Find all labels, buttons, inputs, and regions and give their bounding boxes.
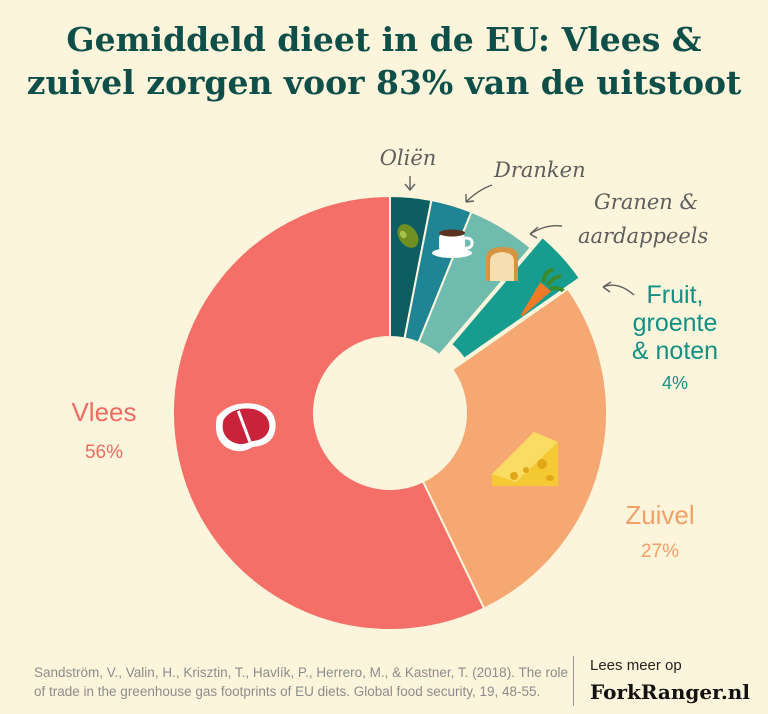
slice-fruit-groente-noten	[449, 235, 582, 361]
label-zuivel-pct: 27%	[641, 541, 679, 562]
cheese-icon	[492, 432, 558, 486]
olive-icon	[397, 224, 419, 248]
label-fruit-line2: groente	[633, 309, 718, 337]
source-citation: Sandström, V., Valin, H., Krisztin, T., …	[34, 663, 574, 701]
label-granen-line1: Granen &	[594, 190, 698, 214]
label-vlees: Vlees	[71, 397, 136, 427]
steak-icon	[215, 403, 276, 452]
label-fruit-line1: Fruit,	[647, 281, 704, 309]
label-granen-line2: aardappeels	[578, 224, 708, 248]
arrow-granen	[529, 224, 563, 239]
carrot-icon	[520, 267, 565, 317]
source-line-1: Sandström, V., Valin, H., Krisztin, T., …	[34, 665, 568, 680]
read-more-text: Lees meer op	[590, 657, 682, 674]
arrow-dranken	[465, 184, 493, 203]
title-line-1: Gemiddeld dieet in de EU: Vlees &	[66, 20, 702, 59]
arrow-olien	[404, 176, 416, 192]
page-title: Gemiddeld dieet in de EU: Vlees & zuivel…	[0, 18, 768, 104]
arrow-fruit	[602, 281, 635, 296]
footer-divider	[573, 656, 574, 706]
coffee-cup-icon	[432, 229, 474, 258]
label-vlees-pct: 56%	[85, 442, 123, 463]
slice-vlees	[172, 194, 486, 631]
label-fruit-line3: & noten	[632, 337, 718, 365]
brand-link[interactable]: ForkRanger.nl	[590, 680, 750, 704]
label-fruit-pct: 4%	[662, 373, 688, 393]
donut-slices	[172, 194, 608, 631]
label-olien: Oliën	[380, 146, 437, 170]
slice-zuivel	[421, 287, 608, 610]
bread-icon	[486, 247, 519, 281]
label-zuivel: Zuivel	[625, 500, 694, 530]
label-dranken: Dranken	[493, 158, 586, 182]
title-line-2: zuivel zorgen voor 83% van de uitstoot	[26, 63, 742, 102]
source-line-2: of trade in the greenhouse gas footprint…	[34, 684, 541, 699]
